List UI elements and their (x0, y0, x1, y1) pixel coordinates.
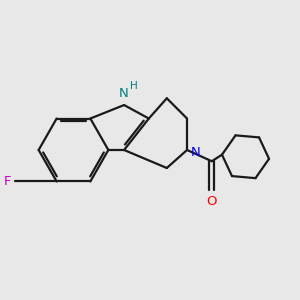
Text: H: H (130, 81, 138, 91)
Text: O: O (206, 195, 217, 208)
Text: F: F (4, 175, 12, 188)
Text: N: N (190, 146, 200, 159)
Text: N: N (119, 87, 129, 100)
